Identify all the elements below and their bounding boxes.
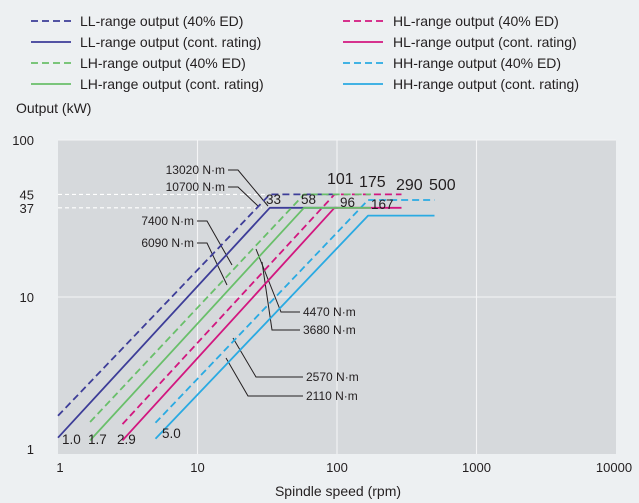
legend: LL-range output (40% ED) HL-range output…	[31, 13, 579, 92]
speed-label: 96	[340, 195, 355, 210]
torque-annotation: 2570 N·m	[306, 370, 359, 384]
x-axis-label: Spindle speed (rpm)	[275, 483, 401, 499]
y-tick-label: 1	[27, 442, 34, 457]
y-tick-label: 10	[20, 290, 34, 305]
speed-label: 175	[359, 174, 386, 191]
speed-label: 33	[266, 192, 281, 207]
torque-leader	[225, 357, 303, 397]
torque-annotation: 7400 N·m	[141, 214, 194, 228]
legend-item: LL-range output (cont. rating)	[31, 34, 261, 50]
torque-annotation: 4470 N·m	[303, 305, 356, 319]
y-tick-label: 100	[12, 133, 34, 148]
legend-label: LH-range output (40% ED)	[80, 55, 246, 71]
series-line	[89, 206, 371, 442]
legend-item: HH-range output (40% ED)	[343, 55, 561, 71]
torque-leader	[197, 220, 233, 266]
x-tick-label: 10	[190, 460, 204, 475]
speed-label: 101	[327, 171, 354, 188]
legend-item: HH-range output (cont. rating)	[343, 76, 579, 92]
x-tick-label: 1000	[462, 460, 491, 475]
legend-label: LL-range output (cont. rating)	[80, 34, 261, 50]
gridlines	[58, 139, 616, 454]
torque-annotation: 13020 N·m	[166, 163, 225, 177]
speed-label: 58	[301, 192, 316, 207]
legend-label: HL-range output (40% ED)	[393, 13, 559, 29]
legend-label: HL-range output (cont. rating)	[393, 34, 577, 50]
torque-annotation: 6090 N·m	[141, 236, 194, 250]
legend-label: HH-range output (cont. rating)	[393, 76, 579, 92]
torque-leader	[232, 337, 303, 378]
legend-item: HL-range output (40% ED)	[343, 13, 559, 29]
speed-labels: 1.0 1.7 2.9 5.0 33 58 96 167 101 175 290 500	[62, 171, 456, 447]
torque-annotations: 13020 N·m 10700 N·m 7400 N·m 6090 N·m 4470 N…	[141, 163, 358, 403]
x-tick-label: 10000	[596, 460, 632, 475]
x-tick-label: 100	[326, 460, 348, 475]
series-line	[57, 193, 338, 417]
speed-label: 2.9	[117, 432, 136, 447]
torque-leader-lines	[197, 169, 303, 397]
speed-label: 290	[396, 177, 423, 194]
legend-label: LH-range output (cont. rating)	[80, 76, 264, 92]
y-tick-label: 37	[20, 201, 34, 216]
torque-leader	[228, 169, 269, 207]
series-line	[89, 193, 371, 423]
speed-label: 500	[429, 177, 456, 194]
speed-label: 1.0	[62, 432, 81, 447]
legend-item: HL-range output (cont. rating)	[343, 34, 577, 50]
y-axis-label: Output (kW)	[16, 100, 91, 116]
legend-label: HH-range output (40% ED)	[393, 55, 561, 71]
series-line	[154, 199, 435, 424]
speed-label: 1.7	[88, 432, 107, 447]
torque-leader	[228, 186, 259, 207]
speed-label: 167	[371, 197, 394, 212]
legend-item: LH-range output (40% ED)	[31, 55, 246, 71]
reference-lines	[58, 193, 268, 209]
torque-leader	[197, 242, 228, 286]
legend-item: LL-range output (40% ED)	[31, 13, 243, 29]
legend-item: LH-range output (cont. rating)	[31, 76, 264, 92]
y-tick-label: 45	[20, 187, 34, 202]
series-lines	[57, 193, 435, 442]
legend-label: LL-range output (40% ED)	[80, 13, 243, 29]
torque-annotation: 2110 N·m	[306, 389, 358, 403]
speed-label: 5.0	[162, 426, 181, 441]
series-line	[154, 214, 435, 440]
x-tick-label: 1	[56, 460, 63, 475]
torque-annotation: 3680 N·m	[303, 323, 356, 337]
torque-annotation: 10700 N·m	[166, 180, 225, 194]
